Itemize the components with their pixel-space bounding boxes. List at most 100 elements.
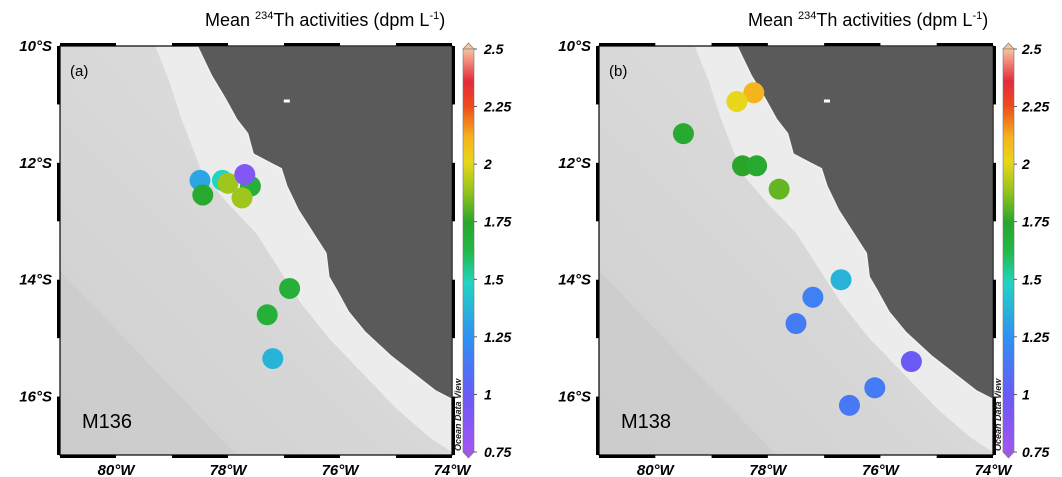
lon-tick-label: 78°W <box>210 462 249 477</box>
frame-tick <box>172 455 228 458</box>
frame-tick <box>936 455 993 458</box>
frame-tick <box>599 455 656 458</box>
frame-tick <box>284 43 340 46</box>
map-panel-a: 10°S 12°S 14°S 16°S 80°W 78°W 76°W 74°W (a) M136 2… <box>19 38 511 477</box>
colorbar-tick-label: 2.5 <box>1021 41 1042 57</box>
panel-title-a: Mean 234Th activities (dpm L-1) <box>205 10 446 30</box>
island <box>823 99 830 103</box>
station-point <box>838 394 860 416</box>
station-point <box>785 313 807 335</box>
station-point <box>726 91 748 113</box>
colorbar-tick-label: 2 <box>1021 156 1030 172</box>
colorbar-tick-label: 1.25 <box>484 329 511 345</box>
map-panel-b: 10°S 12°S 14°S 16°S 80°W 78°W 76°W 74°W (b) M138 2… <box>558 38 1049 477</box>
continental-shelf <box>155 46 452 453</box>
frame-tick <box>60 43 116 46</box>
frame-tick <box>396 455 452 458</box>
colorbar-tick-label: 2 <box>483 156 492 172</box>
station-point <box>768 178 790 200</box>
colorbar-max-arrow <box>1002 42 1015 50</box>
lon-tick-label: 76°W <box>322 462 361 477</box>
lat-tick-label: 10°S <box>19 38 52 55</box>
lat-tick-label: 16°S <box>558 389 591 406</box>
deep-ocean-shading <box>599 270 777 455</box>
frame-tick <box>596 46 599 105</box>
frame-tick <box>599 43 656 46</box>
lon-tick-label: 74°W <box>434 462 473 477</box>
colorbar-min-arrow <box>462 451 475 459</box>
frame-tick <box>596 396 599 455</box>
frame-tick <box>596 162 599 222</box>
lat-tick-label: 14°S <box>19 272 52 289</box>
watermark-odv: Ocean Data View <box>453 378 463 451</box>
colorbar-min-arrow <box>1002 451 1015 459</box>
lat-tick-label: 10°S <box>558 38 591 55</box>
station-point <box>256 304 278 326</box>
frame-tick <box>452 162 455 222</box>
lat-tick-label: 14°S <box>558 272 591 289</box>
lat-tick-label: 12°S <box>19 155 52 172</box>
frame-tick <box>452 46 455 105</box>
frame-tick <box>57 46 60 105</box>
frame-tick <box>596 279 599 339</box>
frame-tick <box>284 455 340 458</box>
frame-tick <box>993 279 996 339</box>
station-point <box>802 286 824 308</box>
station-point <box>192 184 214 206</box>
colorbar-tick-label: 0.75 <box>1022 444 1049 460</box>
station-point <box>743 82 765 104</box>
map-frame <box>598 45 994 456</box>
station-point <box>672 123 694 145</box>
colorbar-tick-label: 2.25 <box>483 99 511 115</box>
station-point <box>217 172 239 194</box>
station-point <box>746 155 768 177</box>
station-point <box>231 187 253 209</box>
panel-letter: (b) <box>609 63 627 80</box>
lon-tick-label: 74°W <box>975 462 1014 477</box>
island <box>283 99 290 103</box>
frame-tick <box>824 455 881 458</box>
colorbar-tick-label: 1.5 <box>1022 271 1042 287</box>
cruise-label: M136 <box>82 411 132 433</box>
station-point <box>864 377 886 399</box>
colorbar-tick-label: 1 <box>484 386 492 402</box>
frame-tick <box>711 455 768 458</box>
frame-tick <box>452 396 455 455</box>
panel-title-b: Mean 234Th activities (dpm L-1) <box>748 10 989 30</box>
colorbar-tick-label: 2.5 <box>483 41 504 57</box>
map-frame <box>59 45 453 456</box>
frame-tick <box>936 43 993 46</box>
frame-tick <box>172 43 228 46</box>
lon-tick-label: 78°W <box>749 462 788 477</box>
station-point <box>262 348 284 370</box>
deep-ocean-shading <box>60 270 237 455</box>
cruise-label: M138 <box>621 411 671 433</box>
colorbar <box>1002 48 1015 453</box>
frame-tick <box>396 43 452 46</box>
colorbar-tick-label: 0.75 <box>484 444 511 460</box>
continental-shelf <box>694 46 993 453</box>
land-peru <box>196 45 453 402</box>
colorbar-tick-label: 1.5 <box>484 271 504 287</box>
colorbar-tick-label: 1.75 <box>484 214 511 230</box>
panel-letter: (a) <box>70 63 88 80</box>
colorbar-max-arrow <box>462 42 475 50</box>
lon-tick-label: 76°W <box>862 462 901 477</box>
land-peru <box>735 45 994 402</box>
colorbar-tick-label: 1.75 <box>1022 214 1049 230</box>
frame-tick <box>57 162 60 222</box>
colorbar-tick-label: 1.25 <box>1022 329 1049 345</box>
frame-tick <box>452 279 455 339</box>
lon-tick-label: 80°W <box>637 462 676 477</box>
colorbar-tick-label: 2.25 <box>1021 99 1049 115</box>
colorbar <box>462 48 475 453</box>
frame-tick <box>993 46 996 105</box>
watermark-odv: Ocean Data View <box>993 378 1003 451</box>
lat-tick-label: 16°S <box>19 389 52 406</box>
frame-tick <box>57 279 60 339</box>
frame-tick <box>57 396 60 455</box>
station-point <box>830 269 852 291</box>
lat-tick-label: 12°S <box>558 155 591 172</box>
station-point <box>900 351 922 373</box>
colorbar-tick-label: 1 <box>1022 386 1030 402</box>
